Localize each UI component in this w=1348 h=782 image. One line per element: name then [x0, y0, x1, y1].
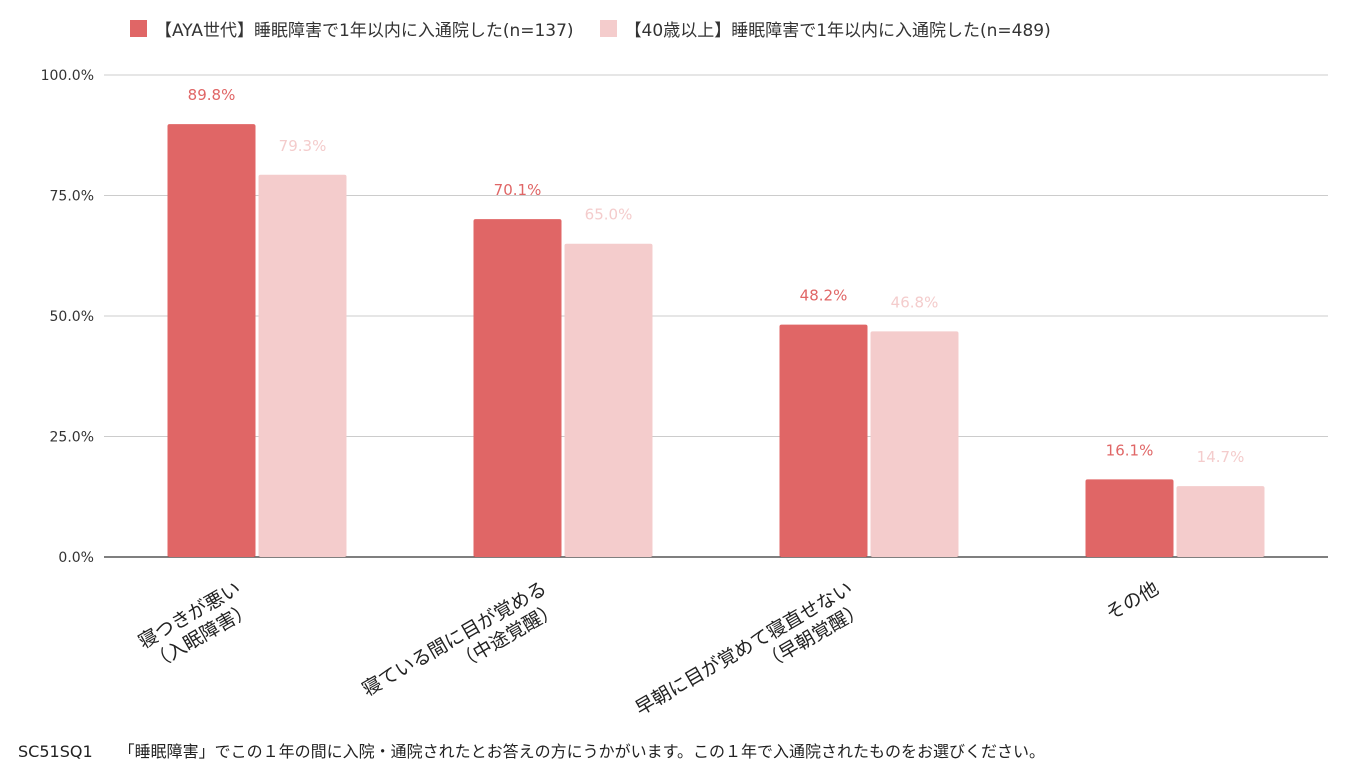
legend-item-aya: 【AYA世代】睡眠障害で1年以内に入通院した(n=137) — [130, 16, 574, 41]
y-tick-label: 0.0% — [58, 550, 94, 566]
data-label: 79.3% — [279, 137, 327, 155]
bar — [258, 174, 347, 558]
x-tick-label: 寝ている間に目が覚める（中途覚醒） — [358, 577, 562, 701]
footnote: SC51SQ1 「睡眠障害」でこの１年の間に入院・通院されたとお答えの方にうかがい… — [18, 738, 1045, 762]
y-tick-label: 50.0% — [50, 309, 94, 325]
x-tick-label: その他 — [1102, 577, 1162, 625]
legend-label-40plus: 【40歳以上】睡眠障害で1年以内に入通院した(n=489) — [624, 21, 1051, 41]
question-code: SC51SQ1 — [18, 742, 93, 761]
bar — [167, 124, 256, 557]
bar — [1085, 479, 1174, 557]
y-tick-label: 75.0% — [50, 189, 94, 205]
question-text: 「睡眠障害」でこの１年の間に入院・通院されたとお答えの方にうかがいます。この１年… — [118, 742, 1046, 761]
y-tick-label: 100.0% — [41, 68, 94, 84]
data-label: 46.8% — [891, 293, 939, 311]
data-label: 89.8% — [188, 86, 236, 104]
data-label: 65.0% — [585, 206, 633, 224]
bar — [564, 243, 653, 557]
legend-swatch-aya — [130, 20, 147, 37]
legend-swatch-40plus — [599, 20, 617, 37]
bar — [473, 219, 562, 558]
chart-legend: 【AYA世代】睡眠障害で1年以内に入通院した(n=137) 【40歳以上】睡眠障… — [130, 16, 1077, 41]
x-tick-label-line: 早朝に目が覚めて寝直せない — [632, 577, 857, 720]
data-label: 16.1% — [1106, 441, 1154, 459]
x-tick-label: 早朝に目が覚めて寝直せない（早朝覚醒） — [632, 577, 869, 720]
bar — [870, 331, 959, 557]
bar — [779, 324, 868, 557]
x-tick-label: 寝つきが悪い（入眠障害） — [135, 577, 257, 674]
bar — [1176, 486, 1265, 557]
data-label: 70.1% — [494, 181, 542, 199]
data-label: 48.2% — [800, 287, 848, 305]
x-tick-label-line: その他 — [1102, 577, 1162, 625]
legend-item-40plus: 【40歳以上】睡眠障害で1年以内に入通院した(n=489) — [599, 16, 1051, 41]
legend-label-aya: 【AYA世代】睡眠障害で1年以内に入通院した(n=137) — [155, 21, 574, 41]
data-label: 14.7% — [1197, 448, 1245, 466]
bar-chart: 0.0% 25.0% 50.0% 75.0% 100.0% 89.8% 79.3% 寝つきが悪… — [41, 68, 1328, 720]
y-tick-label: 25.0% — [50, 430, 94, 446]
